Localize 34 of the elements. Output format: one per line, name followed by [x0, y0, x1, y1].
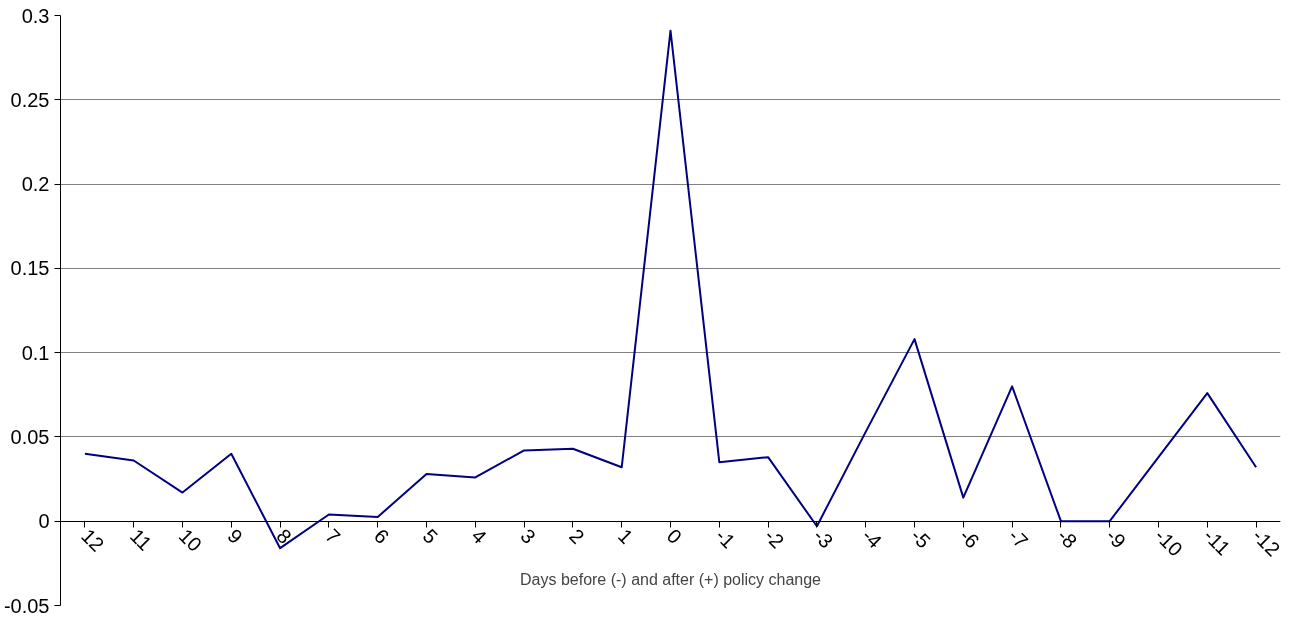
y-tick-label: 0.3 — [21, 4, 50, 27]
x-tick-label: -10 — [1150, 524, 1187, 561]
x-tick-label: 12 — [77, 524, 109, 556]
x-tick-label: 8 — [272, 524, 296, 548]
x-tick-label: 2 — [565, 524, 589, 548]
x-tick-label: 1 — [613, 524, 638, 548]
y-tick-label: 0.1 — [21, 341, 50, 364]
y-tick-label: 0.25 — [10, 88, 50, 111]
x-tick-label: 6 — [369, 524, 394, 548]
x-tick-label: 3 — [516, 524, 540, 548]
y-tick-label: 0.15 — [10, 257, 50, 280]
x-tick-label: -4 — [857, 524, 887, 553]
x-axis-title: Days before (-) and after (+) policy change — [519, 570, 822, 588]
x-tick-label: 4 — [467, 524, 491, 548]
x-tick-label: 10 — [174, 524, 207, 556]
x-tick-label: -3 — [809, 524, 838, 553]
x-tick-label: -2 — [760, 524, 789, 553]
x-tick-label: -5 — [906, 524, 935, 553]
x-tick-label: 0 — [662, 524, 687, 548]
x-tick-label: 11 — [125, 524, 157, 555]
y-tick-label: 0 — [38, 510, 50, 533]
y-tick-label: -0.05 — [3, 594, 50, 617]
x-tick-label: -12 — [1248, 524, 1285, 561]
x-tick-label: 5 — [418, 524, 443, 548]
y-tick-label: 0.2 — [21, 173, 50, 196]
x-tick-label: -9 — [1101, 524, 1131, 553]
y-tick-label: 0.05 — [10, 425, 50, 448]
x-tick-label: -6 — [955, 524, 984, 553]
x-tick-label: -1 — [711, 524, 740, 553]
x-tick-label: 9 — [223, 524, 247, 548]
x-tick-label: -8 — [1053, 524, 1082, 553]
x-tick-label: -7 — [1004, 524, 1033, 553]
x-tick-label: -11 — [1199, 524, 1235, 560]
x-tick-label: 7 — [321, 524, 345, 548]
